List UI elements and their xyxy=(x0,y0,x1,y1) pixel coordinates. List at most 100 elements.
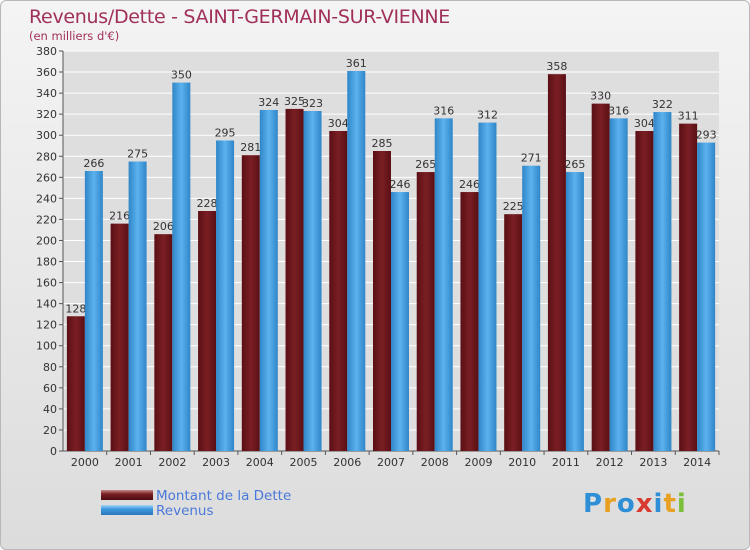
data-label-revenus: 266 xyxy=(83,157,104,170)
x-tick-label: 2008 xyxy=(421,456,449,469)
legend-swatch-revenus xyxy=(101,505,153,515)
x-tick-label: 2004 xyxy=(246,456,274,469)
data-label-revenus: 324 xyxy=(258,96,279,109)
y-tick-label: 0 xyxy=(50,445,57,458)
bar-dette xyxy=(241,155,260,452)
bar-dette xyxy=(373,151,391,451)
y-tick-label: 340 xyxy=(36,87,57,100)
legend-label-dette: Montant de la Dette xyxy=(156,488,292,504)
data-label-revenus: 293 xyxy=(696,129,717,142)
y-tick-label: 180 xyxy=(36,256,57,269)
y-tick-label: 240 xyxy=(36,192,57,205)
x-tick-label: 2013 xyxy=(639,456,667,469)
y-tick-label: 360 xyxy=(36,66,57,79)
data-label-dette: 281 xyxy=(240,141,261,154)
bar-revenus xyxy=(259,109,278,452)
bar-revenus xyxy=(391,192,409,452)
bar-revenus xyxy=(609,118,628,452)
bar-revenus xyxy=(303,111,322,451)
data-label-revenus: 271 xyxy=(521,152,542,165)
y-tick-label: 320 xyxy=(36,108,57,121)
bar-dette xyxy=(679,123,698,451)
data-label-dette: 304 xyxy=(328,117,349,130)
x-tick-label: 2003 xyxy=(202,456,230,469)
bar-dette xyxy=(66,316,85,451)
bar-revenus xyxy=(347,71,366,451)
data-label-revenus: 316 xyxy=(608,104,629,117)
bar-dette xyxy=(591,103,610,451)
bar-revenus xyxy=(172,82,191,451)
x-tick-label: 2012 xyxy=(596,456,624,469)
y-tick-label: 380 xyxy=(36,45,57,58)
bar-revenus xyxy=(565,172,584,452)
bar-revenus xyxy=(478,122,497,451)
data-label-dette: 206 xyxy=(153,220,174,233)
y-tick-label: 140 xyxy=(36,298,57,311)
chart-subtitle: (en milliers d'€) xyxy=(29,29,120,43)
bar-dette xyxy=(504,214,523,451)
bar-dette xyxy=(154,234,173,451)
x-tick-label: 2001 xyxy=(115,456,143,469)
logo-letter: i xyxy=(676,489,687,519)
y-tick-label: 40 xyxy=(43,403,57,416)
data-label-dette: 330 xyxy=(590,90,611,103)
y-tick-label: 300 xyxy=(36,129,57,142)
y-tick-label: 200 xyxy=(36,234,57,247)
data-label-dette: 285 xyxy=(372,137,393,150)
chart-title: Revenus/Dette - SAINT-GERMAIN-SUR-VIENNE xyxy=(29,6,451,28)
data-label-revenus: 265 xyxy=(564,158,585,171)
x-tick-label: 2010 xyxy=(508,456,536,469)
logo-letter: t xyxy=(663,489,677,519)
x-tick-label: 2009 xyxy=(464,456,492,469)
data-label-revenus: 246 xyxy=(390,178,411,191)
y-tick-label: 220 xyxy=(36,213,57,226)
x-tick-label: 2000 xyxy=(71,456,99,469)
logo-letter: o xyxy=(616,489,636,519)
legend-label-revenus: Revenus xyxy=(156,503,214,519)
bar-revenus xyxy=(128,161,147,452)
legend-swatch-dette xyxy=(101,490,153,500)
bar-dette xyxy=(329,131,348,451)
bar-dette xyxy=(547,74,566,451)
y-tick-label: 120 xyxy=(36,319,57,332)
data-label-dette: 304 xyxy=(634,117,655,130)
bar-revenus xyxy=(434,118,453,452)
y-tick-label: 260 xyxy=(36,171,57,184)
data-label-revenus: 323 xyxy=(302,97,323,110)
logo-letter: r xyxy=(603,489,617,519)
bar-dette xyxy=(198,211,217,451)
bar-dette xyxy=(635,131,654,451)
x-tick-label: 2006 xyxy=(333,456,361,469)
y-tick-label: 80 xyxy=(43,361,57,374)
x-tick-label: 2011 xyxy=(552,456,580,469)
data-label-revenus: 275 xyxy=(127,148,148,161)
data-label-dette: 216 xyxy=(109,210,130,223)
logo-letter: P xyxy=(583,489,604,519)
data-label-dette: 128 xyxy=(65,302,86,315)
y-tick-label: 160 xyxy=(36,277,57,290)
x-tick-label: 2007 xyxy=(377,456,405,469)
bar-dette xyxy=(285,108,304,451)
y-tick-label: 60 xyxy=(43,382,57,395)
bar-revenus xyxy=(216,140,235,451)
bar-revenus xyxy=(522,165,541,451)
y-tick-label: 280 xyxy=(36,150,57,163)
data-label-dette: 311 xyxy=(678,110,699,123)
y-tick-label: 20 xyxy=(43,424,57,437)
x-tick-label: 2005 xyxy=(290,456,318,469)
data-label-dette: 228 xyxy=(197,197,218,210)
bar-revenus xyxy=(697,142,716,451)
data-label-revenus: 322 xyxy=(652,98,673,111)
bar-revenus xyxy=(653,112,672,451)
data-label-dette: 325 xyxy=(284,95,305,108)
proxiti-logo: Proxiti xyxy=(583,489,687,519)
bar-dette xyxy=(110,223,129,451)
x-tick-label: 2002 xyxy=(158,456,186,469)
data-label-revenus: 350 xyxy=(171,69,192,82)
data-label-dette: 265 xyxy=(415,158,436,171)
logo-letter: x xyxy=(635,489,654,519)
data-label-dette: 225 xyxy=(503,200,524,213)
logo-letter: i xyxy=(653,489,664,519)
